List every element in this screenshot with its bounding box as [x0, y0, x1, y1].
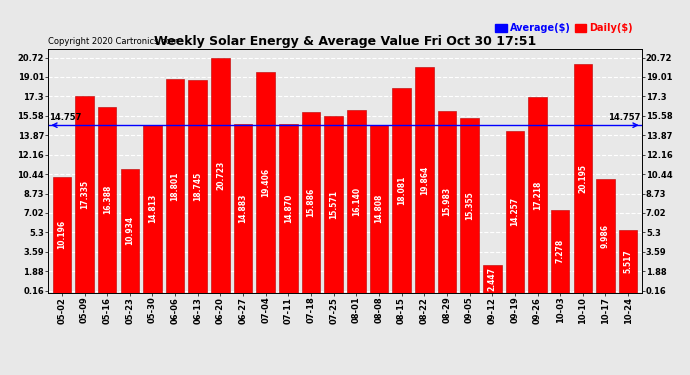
Bar	[144, 124, 161, 292]
Text: 18.081: 18.081	[397, 176, 406, 205]
Text: 10.196: 10.196	[57, 220, 66, 249]
Text: 14.808: 14.808	[375, 194, 384, 223]
Text: 19.406: 19.406	[262, 168, 270, 197]
Text: 2.447: 2.447	[488, 267, 497, 291]
Bar	[415, 67, 433, 292]
Text: 14.883: 14.883	[239, 194, 248, 223]
Bar	[460, 118, 479, 292]
Text: 20.723: 20.723	[216, 160, 225, 190]
Bar	[506, 131, 524, 292]
Text: 14.870: 14.870	[284, 194, 293, 223]
Bar	[257, 72, 275, 292]
Bar	[393, 87, 411, 292]
Text: 10.934: 10.934	[126, 216, 135, 245]
Title: Weekly Solar Energy & Average Value Fri Oct 30 17:51: Weekly Solar Energy & Average Value Fri …	[154, 34, 536, 48]
Bar	[98, 107, 117, 292]
Text: 14.813: 14.813	[148, 194, 157, 223]
Text: 19.864: 19.864	[420, 165, 428, 195]
Bar	[188, 80, 207, 292]
Text: 16.140: 16.140	[352, 186, 361, 216]
Text: 15.983: 15.983	[442, 188, 451, 216]
Bar	[302, 112, 320, 292]
Bar	[121, 168, 139, 292]
Legend: Average($), Daily($): Average($), Daily($)	[491, 20, 637, 37]
Text: 16.388: 16.388	[103, 185, 112, 214]
Text: 14.757: 14.757	[50, 113, 82, 122]
Bar	[529, 97, 546, 292]
Bar	[52, 177, 71, 292]
Text: 15.886: 15.886	[306, 188, 315, 217]
Text: 15.571: 15.571	[329, 190, 338, 219]
Text: 18.745: 18.745	[193, 172, 202, 201]
Bar	[166, 80, 184, 292]
Bar	[437, 111, 456, 292]
Text: 18.801: 18.801	[170, 171, 179, 201]
Bar	[619, 230, 638, 292]
Bar	[324, 116, 343, 292]
Bar	[75, 96, 94, 292]
Text: 14.257: 14.257	[511, 197, 520, 226]
Text: 7.278: 7.278	[555, 239, 564, 263]
Bar	[596, 179, 615, 292]
Text: 15.355: 15.355	[465, 191, 474, 220]
Bar	[234, 124, 253, 292]
Bar	[551, 210, 569, 292]
Bar	[211, 57, 230, 292]
Bar	[573, 63, 592, 292]
Text: 14.757: 14.757	[608, 113, 640, 122]
Bar	[370, 124, 388, 292]
Text: 9.986: 9.986	[601, 224, 610, 248]
Bar	[483, 265, 502, 292]
Text: 17.335: 17.335	[80, 180, 89, 209]
Text: 20.195: 20.195	[578, 164, 587, 192]
Bar	[279, 124, 297, 292]
Text: 17.218: 17.218	[533, 180, 542, 210]
Text: Copyright 2020 Cartronics.com: Copyright 2020 Cartronics.com	[48, 38, 179, 46]
Bar	[347, 110, 366, 292]
Text: 5.517: 5.517	[624, 249, 633, 273]
